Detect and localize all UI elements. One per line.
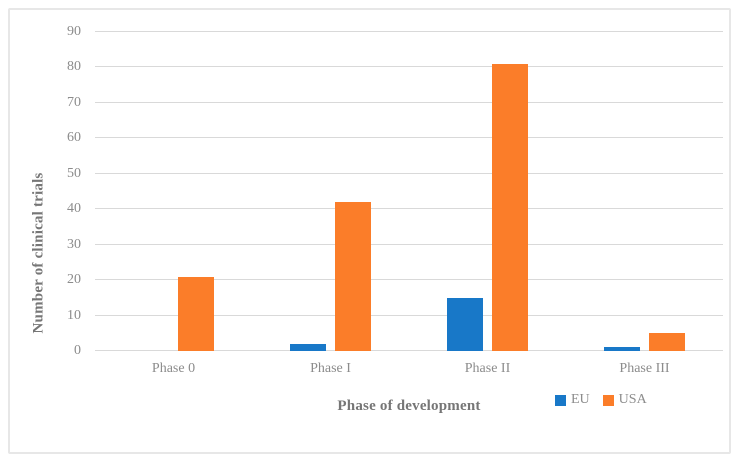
x-tick-label: Phase III [619, 361, 670, 376]
x-axis-tick-labels: Phase 0 Phase I Phase II Phase III [95, 361, 723, 377]
gridline [95, 314, 723, 316]
gridline [95, 66, 723, 68]
gridline [95, 137, 723, 139]
y-tick-label: 30 [67, 236, 81, 252]
x-tick-label: Phase I [310, 361, 351, 376]
bar-eu-phase-ii [447, 297, 483, 351]
gridline [95, 31, 723, 32]
bar-usa-phase-ii [492, 63, 528, 351]
gridline [95, 172, 723, 174]
y-axis-tick-labels: 0 10 20 30 40 50 60 70 80 90 [0, 25, 95, 358]
legend-item-eu: EU [555, 393, 590, 407]
gridline [95, 101, 723, 103]
legend-swatch-icon [602, 394, 614, 406]
gridline [95, 208, 723, 210]
y-tick-label: 80 [67, 59, 81, 75]
bar-usa-phase-iii [649, 333, 685, 351]
bar-group-phase-iii [566, 32, 723, 351]
gridline [95, 279, 723, 281]
legend: EU USA [555, 393, 647, 407]
legend-label: EU [571, 392, 590, 407]
bar-eu-phase-iii [604, 347, 640, 351]
bar-group-phase-ii [409, 32, 566, 351]
gridline [95, 243, 723, 245]
y-tick-label: 0 [74, 343, 81, 358]
y-tick-label: 50 [67, 165, 81, 181]
gridline [95, 350, 723, 351]
x-axis-title: Phase of development [337, 398, 481, 414]
y-tick-label: 60 [67, 130, 81, 146]
y-tick-label: 70 [67, 94, 81, 110]
plot-area [95, 31, 723, 351]
legend-item-usa: USA [602, 392, 647, 407]
y-tick-label: 10 [67, 307, 81, 323]
y-tick-label: 90 [67, 24, 81, 39]
bar-usa-phase-0 [178, 276, 214, 351]
x-tick-label: Phase II [464, 361, 511, 376]
bar-group-phase-0 [95, 32, 252, 351]
legend-swatch-icon [555, 394, 566, 406]
bar-usa-phase-i [335, 202, 371, 351]
legend-label: USA [618, 392, 647, 407]
x-tick-label: Phase 0 [151, 361, 196, 376]
y-tick-label: 20 [67, 272, 81, 288]
bar-group-phase-i [252, 32, 409, 351]
bar-eu-phase-i [290, 343, 326, 351]
y-tick-label: 40 [67, 201, 81, 217]
